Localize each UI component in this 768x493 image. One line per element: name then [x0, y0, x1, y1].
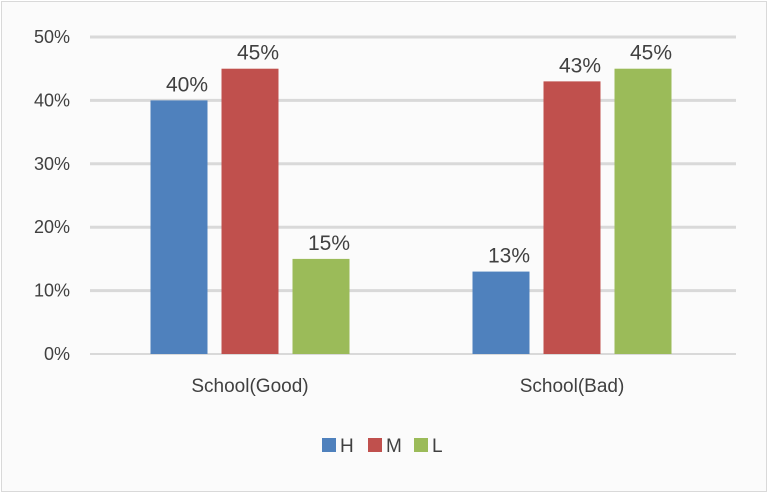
bar-m — [221, 68, 279, 354]
legend-swatch-l — [414, 438, 428, 452]
legend-label: M — [386, 436, 402, 457]
data-label: 15% — [308, 232, 350, 255]
data-label: 45% — [237, 42, 279, 65]
legend-label: L — [432, 436, 443, 457]
legend-label: H — [340, 436, 354, 457]
data-label: 13% — [488, 245, 530, 268]
y-tick-label: 20% — [34, 217, 70, 237]
bar-m — [543, 81, 601, 354]
data-label: 45% — [630, 42, 672, 65]
y-axis-ticks: 0% 10% 20% 30% 40% 50% — [34, 27, 70, 364]
x-axis-categories: School(Good) School(Bad) — [191, 376, 624, 397]
bar-l — [292, 258, 350, 354]
category-label: School(Bad) — [520, 376, 625, 397]
bars — [150, 68, 672, 355]
y-tick-label: 0% — [44, 344, 70, 364]
data-label: 40% — [166, 73, 208, 96]
y-tick-label: 10% — [34, 281, 70, 301]
legend-swatch-m — [368, 438, 382, 452]
data-labels: 40% 13% 45% 43% 15% 45% — [166, 42, 672, 268]
bar-h — [472, 271, 530, 354]
category-label: School(Good) — [191, 376, 308, 397]
y-tick-label: 30% — [34, 154, 70, 174]
bar-h — [150, 100, 208, 355]
y-tick-label: 40% — [34, 90, 70, 110]
data-label: 43% — [559, 54, 601, 77]
legend-swatch-h — [322, 438, 336, 452]
bar-l — [614, 68, 672, 354]
y-tick-label: 50% — [34, 27, 70, 47]
